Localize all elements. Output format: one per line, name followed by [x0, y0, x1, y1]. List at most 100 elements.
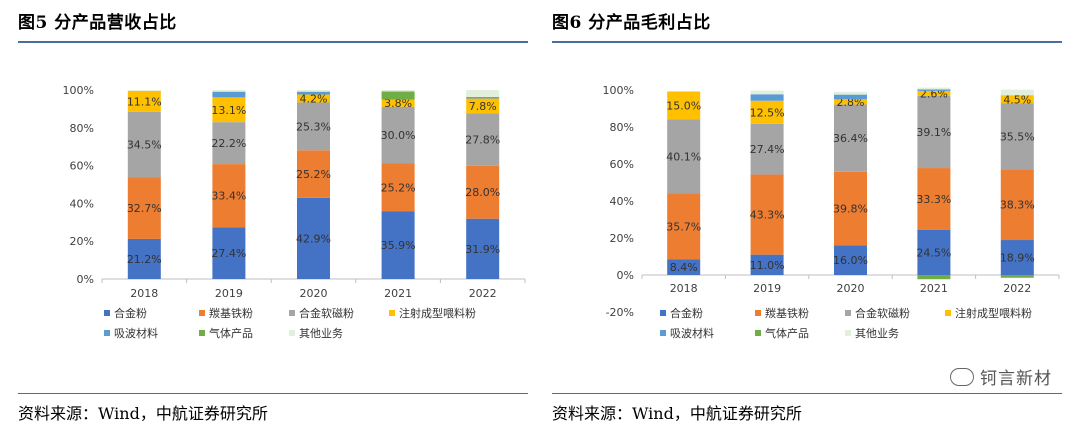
bar-segment — [1000, 89, 1034, 96]
data-label: 27.4% — [750, 143, 785, 156]
bar-segment — [1000, 95, 1034, 104]
y-tick-label: 100% — [63, 84, 94, 97]
legend-swatch — [104, 310, 110, 316]
bar-segment — [381, 106, 415, 164]
legend-entry: 其他业务 — [855, 327, 899, 340]
legend-entry: 合金软磁粉 — [855, 306, 910, 320]
data-label: 35.7% — [666, 220, 701, 233]
legend-entry: 合金软磁粉 — [299, 306, 354, 320]
data-label: 7.8% — [469, 100, 497, 113]
bar-segment — [917, 229, 951, 275]
watermark: 钶言新材 — [950, 364, 1052, 389]
legend-swatch — [845, 330, 851, 336]
data-label: 39.1% — [916, 126, 951, 139]
bar-segment — [297, 90, 330, 92]
x-tick-label: 2021 — [920, 282, 948, 295]
y-tick-label: 100% — [603, 84, 634, 97]
bar-segment — [750, 90, 784, 95]
legend-entry: 注射成型喂料粉 — [399, 306, 476, 320]
data-label: 42.9% — [296, 232, 331, 245]
bar-segment — [750, 174, 784, 255]
bar-segment — [297, 94, 330, 103]
legend-swatch — [660, 330, 666, 336]
legend-swatch — [755, 310, 761, 316]
x-tick-label: 2018 — [670, 282, 698, 295]
wechat-icon — [950, 368, 974, 386]
bar-segment — [212, 91, 246, 98]
gross-profit-share-chart: -20% 0% 20% 40% 60% 80% 100% 8.4% 35.7% 40.1% 15.0… — [603, 84, 1060, 340]
data-label: 12.5% — [750, 106, 785, 119]
legend-entry: 羰基铁粉 — [765, 306, 809, 320]
bar-segment — [1000, 240, 1034, 275]
bar-segment — [297, 91, 330, 95]
legend-entry: 注射成型喂料粉 — [955, 306, 1032, 320]
legend-swatch — [660, 310, 666, 316]
legend-swatch — [845, 310, 851, 316]
bar-segment — [212, 90, 246, 92]
bar-segment — [834, 171, 867, 246]
figure-title: 图5 分产品营收占比 — [18, 13, 177, 33]
bar-segment — [834, 91, 867, 95]
bar-segment — [1000, 169, 1034, 241]
data-label: 35.5% — [1000, 130, 1035, 143]
title-rule — [552, 41, 1062, 43]
y-tick-label: 20% — [610, 232, 634, 245]
bar-segment — [127, 177, 161, 239]
bar-segment — [917, 87, 951, 90]
legend-swatch — [199, 310, 205, 316]
data-label: 18.9% — [1000, 252, 1035, 265]
x-tick-label: 2019 — [215, 287, 243, 300]
data-label: 8.4% — [670, 261, 698, 274]
data-label: 4.2% — [300, 93, 328, 106]
y-tick-label: 0% — [77, 273, 94, 286]
bar-segment — [917, 89, 951, 91]
bar-segment — [466, 90, 500, 97]
bar-segment — [667, 259, 701, 275]
data-label: 15.0% — [666, 99, 701, 112]
legend-entry: 吸波材料 — [670, 326, 714, 340]
bar-segment — [297, 102, 330, 151]
data-label: 11.1% — [127, 95, 162, 108]
y-tick-label: 40% — [70, 197, 94, 210]
data-label: 22.2% — [211, 137, 246, 150]
data-label: 40.1% — [666, 150, 701, 163]
y-tick-label: 60% — [70, 160, 94, 173]
data-label: 4.5% — [1003, 93, 1031, 106]
y-tick-label: 80% — [70, 122, 94, 135]
y-tick-label: 40% — [610, 195, 634, 208]
bar-segment — [212, 122, 246, 165]
data-label: 35.9% — [381, 239, 416, 252]
bar-segment — [750, 254, 784, 275]
bar-segment — [917, 275, 951, 280]
data-label: 43.3% — [750, 209, 785, 222]
data-label: 25.3% — [296, 120, 331, 133]
legend-swatch — [104, 330, 110, 336]
data-label: 38.3% — [1000, 199, 1035, 212]
bar-segment — [297, 197, 330, 279]
data-label: 32.7% — [127, 202, 162, 215]
data-label: 27.4% — [211, 247, 246, 260]
legend-swatch — [289, 330, 295, 336]
title-rule — [18, 41, 528, 43]
bar-segment — [917, 95, 951, 169]
data-label: 25.2% — [296, 168, 331, 181]
bar-segment — [667, 91, 701, 120]
bar-segment — [381, 91, 415, 100]
bar-segment — [381, 99, 415, 107]
legend-entry: 气体产品 — [209, 326, 253, 340]
legend-entry: 气体产品 — [765, 326, 809, 340]
data-label: 30.0% — [381, 129, 416, 142]
source-note: 资料来源：Wind，中航证券研究所 — [552, 404, 802, 423]
revenue-share-chart: 0% 20% 40% 60% 80% 100% 21.2% 32.7% 34.5% 11.1% 20… — [63, 84, 526, 340]
bar-segment — [750, 94, 784, 101]
figure-5-panel: 图5 分产品营收占比 0% 20% 40% 60% 80% 100% 21.2% 32.7% 3… — [18, 0, 542, 432]
x-tick-label: 2022 — [1003, 282, 1031, 295]
watermark-text: 钶言新材 — [980, 369, 1052, 389]
x-tick-label: 2018 — [130, 287, 158, 300]
data-label: 27.8% — [465, 134, 500, 147]
bar-segment — [834, 99, 867, 105]
bar-segment — [834, 104, 867, 172]
bar-segment — [750, 123, 784, 175]
bar-segment — [297, 150, 330, 198]
y-tick-label: 0% — [617, 269, 634, 282]
